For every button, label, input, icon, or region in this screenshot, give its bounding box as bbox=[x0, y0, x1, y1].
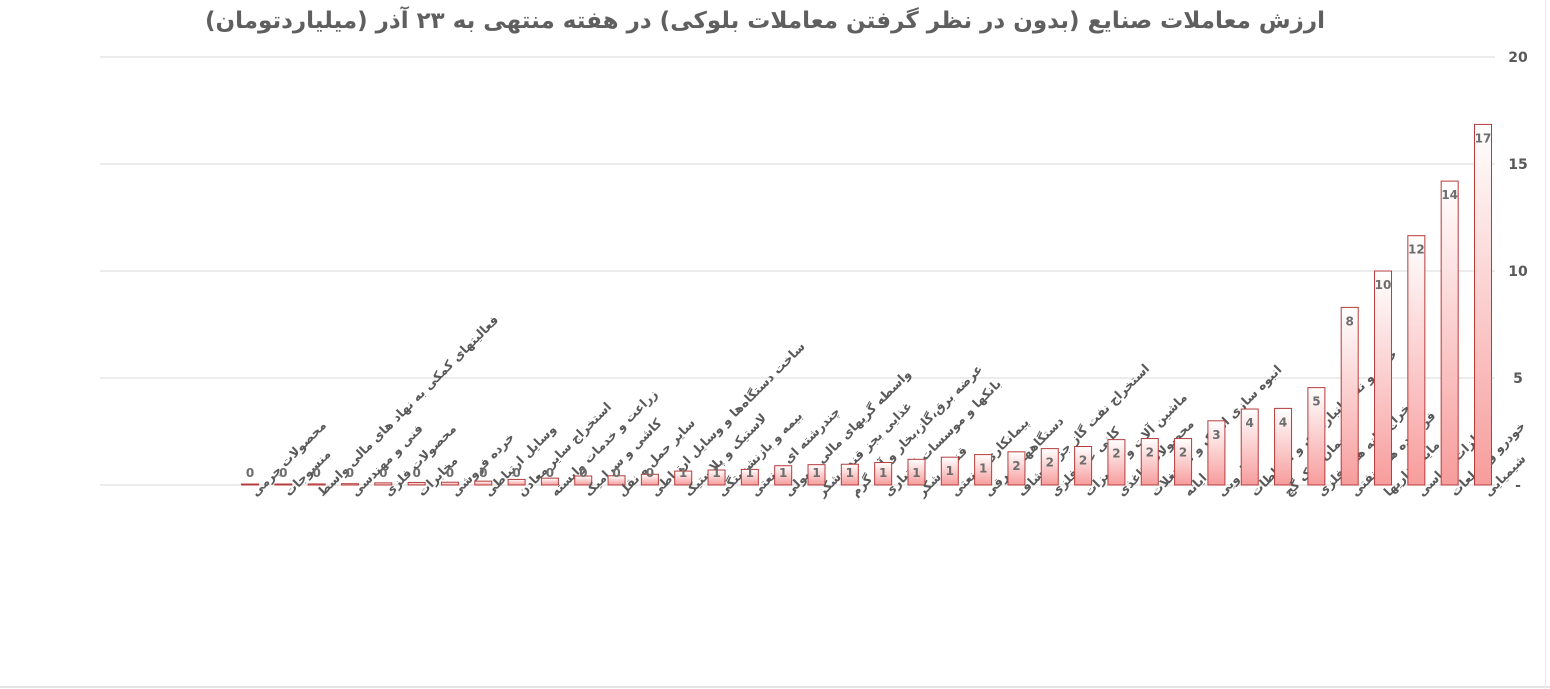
bar bbox=[1307, 387, 1326, 486]
bar bbox=[840, 463, 859, 486]
bar bbox=[440, 481, 459, 486]
data-label: 1 bbox=[746, 466, 754, 480]
bar bbox=[607, 475, 626, 486]
data-label: 0 bbox=[346, 466, 354, 480]
data-label: 0 bbox=[546, 466, 554, 480]
bottom-border bbox=[0, 686, 1550, 688]
bar bbox=[1074, 445, 1093, 486]
bar bbox=[907, 458, 926, 486]
bar bbox=[540, 477, 559, 486]
bar bbox=[807, 464, 826, 486]
data-label: 0 bbox=[379, 466, 387, 480]
data-label: 4 bbox=[1246, 416, 1254, 430]
data-label: 0 bbox=[579, 466, 587, 480]
data-label: 1 bbox=[812, 466, 820, 480]
bar bbox=[707, 469, 726, 486]
y-tick-label: 5 bbox=[1513, 371, 1523, 387]
bar bbox=[1140, 438, 1159, 486]
data-label: 1 bbox=[912, 466, 920, 480]
bar bbox=[340, 483, 359, 486]
y-tick-label: - bbox=[1515, 478, 1521, 494]
y-tick-label: 15 bbox=[1508, 157, 1527, 173]
data-label: 10 bbox=[1375, 278, 1392, 292]
data-label: 0 bbox=[279, 466, 287, 480]
bar bbox=[1274, 407, 1293, 486]
y-tick-label: 20 bbox=[1508, 50, 1528, 66]
data-label: 1 bbox=[779, 466, 787, 480]
data-label: 12 bbox=[1408, 243, 1425, 257]
bar bbox=[374, 482, 393, 486]
data-label: 2 bbox=[1046, 456, 1054, 470]
data-label: 0 bbox=[446, 466, 454, 480]
data-label: 0 bbox=[312, 466, 320, 480]
bar bbox=[407, 481, 426, 486]
data-label: 1 bbox=[846, 466, 854, 480]
bar bbox=[674, 470, 693, 486]
bar bbox=[241, 483, 259, 486]
data-label: 5 bbox=[1312, 395, 1320, 409]
data-label: 2 bbox=[1146, 446, 1154, 460]
bar bbox=[274, 483, 293, 486]
data-label: 4 bbox=[1279, 415, 1287, 429]
bar bbox=[1207, 420, 1226, 486]
bar bbox=[974, 454, 993, 486]
bar bbox=[1474, 123, 1492, 486]
data-label: 0 bbox=[479, 466, 487, 480]
bar bbox=[574, 475, 593, 486]
data-label: 2 bbox=[1179, 446, 1187, 460]
bar bbox=[1040, 448, 1059, 486]
bar bbox=[774, 465, 793, 486]
bar bbox=[1240, 408, 1259, 486]
bar bbox=[1174, 438, 1193, 486]
bar bbox=[640, 473, 659, 486]
bar bbox=[1440, 180, 1459, 486]
bar bbox=[1107, 439, 1126, 486]
data-label: 1 bbox=[979, 462, 987, 476]
data-label: 0 bbox=[412, 466, 420, 480]
data-label: 2 bbox=[1012, 459, 1020, 473]
data-label: 0 bbox=[646, 466, 654, 480]
data-label: 0 bbox=[246, 466, 254, 480]
data-label: 1 bbox=[679, 466, 687, 480]
bar bbox=[474, 480, 493, 486]
data-label: 17 bbox=[1475, 131, 1492, 145]
bar bbox=[307, 483, 326, 486]
bar bbox=[874, 462, 893, 486]
data-label: 1 bbox=[712, 466, 720, 480]
bar bbox=[507, 478, 526, 486]
data-label: 0 bbox=[612, 466, 620, 480]
data-label: 8 bbox=[1346, 314, 1354, 328]
data-label: 0 bbox=[512, 466, 520, 480]
y-tick-label: 10 bbox=[1508, 264, 1528, 280]
data-label: 14 bbox=[1441, 188, 1458, 202]
bar bbox=[1340, 306, 1359, 486]
data-label: 1 bbox=[879, 466, 887, 480]
data-label: 2 bbox=[1079, 453, 1087, 467]
data-label: 1 bbox=[946, 464, 954, 478]
chart-title: ارزش معاملات صنایع (بدون در نظر گرفتن مع… bbox=[205, 8, 1325, 34]
bar bbox=[940, 456, 959, 486]
bar bbox=[1374, 270, 1393, 486]
bar bbox=[1007, 451, 1026, 486]
bar bbox=[740, 468, 759, 486]
right-border bbox=[1545, 0, 1546, 689]
bar bbox=[1407, 235, 1426, 486]
data-label: 2 bbox=[1112, 447, 1120, 461]
data-label: 3 bbox=[1212, 428, 1220, 442]
